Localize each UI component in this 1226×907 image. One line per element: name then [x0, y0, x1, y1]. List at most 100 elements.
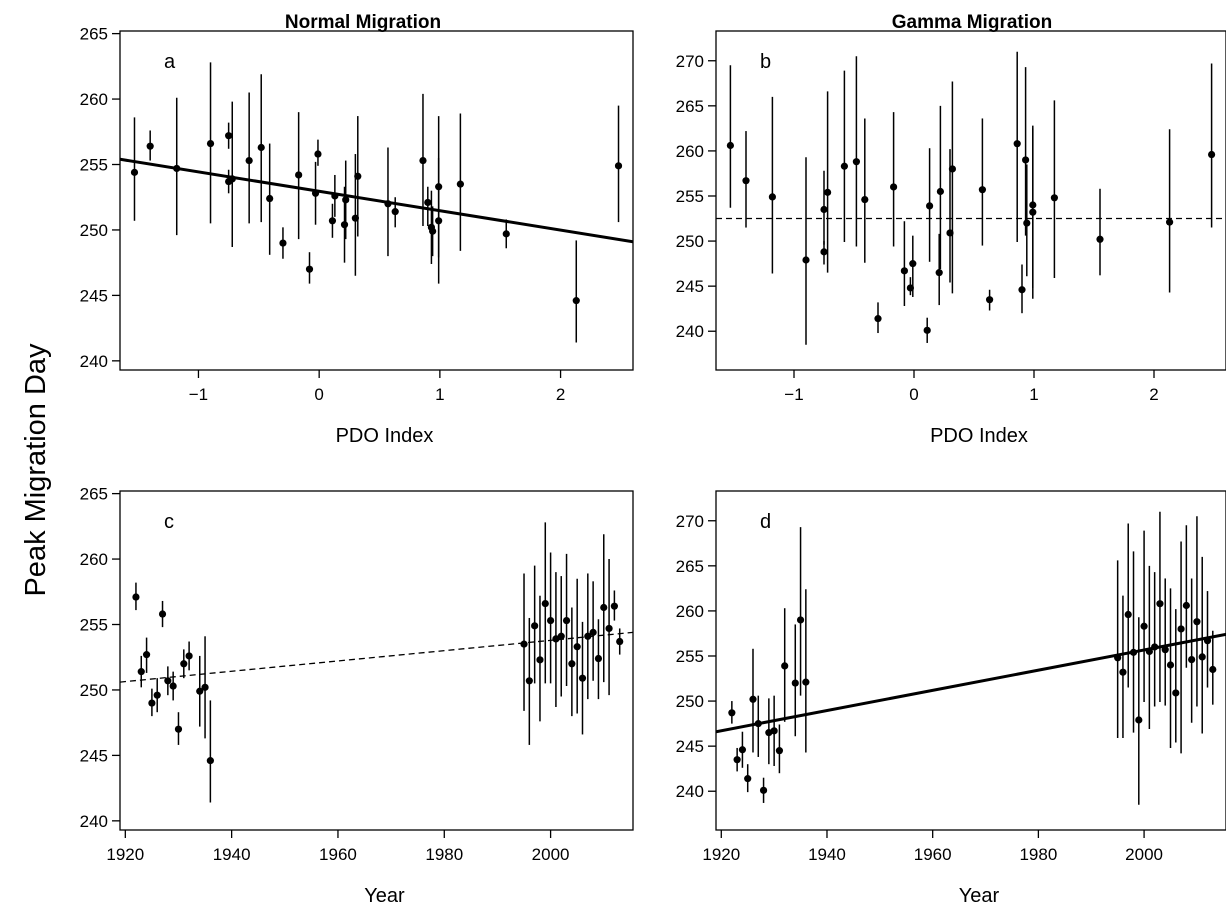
x-tick-label: 2000 — [1125, 845, 1163, 864]
data-point — [1182, 601, 1190, 610]
y-tick-label: 270 — [676, 52, 704, 71]
data-point — [354, 172, 362, 180]
data-point — [557, 632, 565, 640]
data-point — [742, 177, 750, 185]
data-point — [311, 189, 320, 197]
data-point — [225, 132, 233, 140]
x-tick-label: −1 — [784, 385, 803, 404]
plot-area — [716, 511, 1226, 805]
data-point — [173, 164, 181, 173]
y-tick-label: 250 — [676, 692, 704, 711]
data-point — [1177, 625, 1185, 633]
data-point — [935, 269, 943, 277]
x-tick-label: 2000 — [532, 845, 570, 864]
data-point — [1096, 235, 1104, 243]
data-point — [525, 677, 533, 685]
x-tick-label: 2 — [1149, 385, 1158, 404]
x-tick-label: 2 — [556, 385, 565, 404]
data-point — [130, 168, 139, 176]
y-tick-label: 265 — [80, 25, 108, 44]
data-point — [600, 603, 608, 612]
y-tick-label: 255 — [80, 616, 108, 635]
y-tick-label: 240 — [80, 352, 108, 371]
data-point — [1151, 643, 1159, 651]
x-tick-label: 0 — [909, 385, 918, 404]
plot-area — [120, 62, 633, 343]
data-point — [749, 695, 757, 703]
fit-line — [716, 632, 1226, 734]
data-point — [738, 746, 747, 754]
y-tick-label: 265 — [676, 557, 704, 576]
data-point — [520, 640, 528, 648]
data-point — [201, 683, 209, 691]
data-point — [909, 260, 917, 268]
plot-area — [716, 51, 1226, 345]
panel-title: Gamma Migration — [892, 12, 1052, 33]
data-point — [1145, 647, 1153, 656]
data-point — [429, 227, 437, 235]
data-point — [547, 616, 555, 625]
data-point — [531, 622, 539, 630]
data-point — [802, 256, 810, 264]
data-point — [802, 678, 810, 686]
data-point — [820, 205, 828, 214]
data-point — [1029, 201, 1037, 209]
data-point — [733, 756, 741, 764]
data-point — [861, 195, 869, 204]
x-tick-label: 1940 — [808, 845, 846, 864]
y-tick-label: 255 — [676, 647, 704, 666]
data-point — [541, 599, 549, 608]
data-point — [948, 165, 957, 173]
data-point — [153, 691, 161, 699]
data-point — [572, 297, 580, 305]
plot-frame — [119, 30, 634, 371]
data-point — [174, 725, 183, 733]
data-point — [594, 654, 603, 663]
y-tick-label: 270 — [676, 512, 704, 531]
data-point — [206, 139, 215, 148]
data-point — [781, 662, 789, 670]
x-tick-label: 1 — [435, 385, 444, 404]
panel-b: 240 245 250 255 260 265 270 −1 0 1 2 PDO Index Gamma… — [676, 12, 1226, 447]
data-point — [384, 200, 392, 208]
y-tick-label: 265 — [676, 97, 704, 116]
y-tick-label: 250 — [80, 221, 108, 240]
y-tick-label: 255 — [80, 156, 108, 175]
data-point — [206, 757, 214, 765]
data-point — [185, 652, 193, 660]
y-tick-label: 260 — [676, 142, 704, 161]
data-point — [578, 674, 587, 682]
data-point — [331, 192, 339, 200]
x-tick-label: 1980 — [1019, 845, 1057, 864]
data-point — [1203, 637, 1212, 645]
x-tick-label: 0 — [314, 385, 323, 404]
figure-ylabel: Peak Migration Day — [20, 343, 52, 597]
data-point — [754, 720, 762, 728]
x-tick-label: 1920 — [106, 845, 144, 864]
data-point — [589, 628, 597, 636]
x-tick-label: 1960 — [914, 845, 952, 864]
data-point — [852, 158, 861, 166]
data-point — [295, 171, 303, 179]
data-point — [986, 296, 994, 304]
x-tick-label: 1920 — [702, 845, 740, 864]
data-point — [584, 632, 592, 640]
panel-a: 240 245 250 255 260 265 −1 0 1 2 PDO Index Normal M… — [80, 12, 634, 447]
panel-label: d — [760, 511, 771, 533]
data-point — [1050, 194, 1058, 202]
panel-label: a — [164, 51, 176, 73]
y-tick-label: 240 — [676, 322, 704, 341]
data-point — [1209, 665, 1217, 674]
x-axis-title: PDO Index — [336, 425, 434, 447]
data-point — [1022, 156, 1030, 164]
data-point — [1114, 654, 1122, 662]
data-point — [266, 194, 274, 203]
y-tick-label: 245 — [80, 746, 108, 765]
fit-line — [120, 157, 633, 244]
data-point — [926, 202, 934, 210]
data-point — [305, 265, 314, 273]
data-point — [775, 747, 784, 755]
data-point — [137, 668, 145, 676]
y-tick-label: 265 — [80, 485, 108, 504]
